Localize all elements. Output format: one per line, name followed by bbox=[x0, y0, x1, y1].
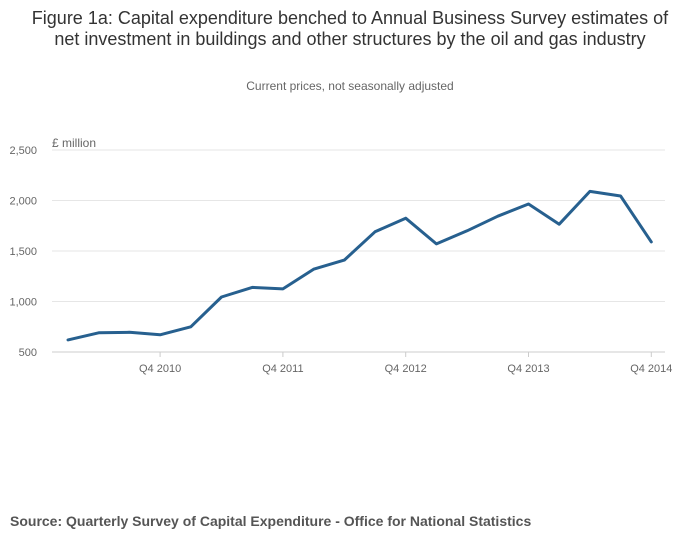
data-point[interactable] bbox=[525, 200, 533, 208]
x-tick-label: Q4 2013 bbox=[507, 363, 549, 375]
y-tick-label: 500 bbox=[19, 347, 37, 359]
data-point[interactable] bbox=[310, 265, 318, 273]
series-line-0 bbox=[66, 189, 653, 342]
x-tick-label: Q4 2012 bbox=[385, 363, 427, 375]
data-point[interactable] bbox=[463, 227, 471, 235]
data-point[interactable] bbox=[218, 293, 226, 301]
x-tick-label: Q4 2011 bbox=[262, 363, 303, 375]
data-point[interactable] bbox=[187, 323, 195, 331]
chart-subtitle: Current prices, not seasonally adjusted bbox=[246, 79, 454, 93]
data-point[interactable] bbox=[64, 336, 72, 344]
data-point[interactable] bbox=[647, 238, 655, 246]
data-point[interactable] bbox=[432, 240, 440, 248]
x-tick-label: Q4 2014 bbox=[630, 363, 672, 375]
source-note: Source: Quarterly Survey of Capital Expe… bbox=[10, 513, 532, 529]
data-point[interactable] bbox=[340, 256, 348, 264]
y-axis-unit-label: £ million bbox=[52, 136, 96, 150]
data-point[interactable] bbox=[125, 328, 133, 336]
data-point[interactable] bbox=[555, 220, 563, 228]
x-tick-label: Q4 2010 bbox=[139, 363, 181, 375]
data-point[interactable] bbox=[371, 228, 379, 236]
axes: 500 1,000 1,500 2,000 2,500 Q4 2010 Q4 2011 Q4 … bbox=[9, 145, 672, 375]
data-point[interactable] bbox=[95, 329, 103, 337]
y-tick-label: 2,000 bbox=[9, 196, 37, 208]
data-point[interactable] bbox=[617, 192, 625, 200]
data-point[interactable] bbox=[494, 212, 502, 220]
y-tick-label: 2,500 bbox=[9, 145, 37, 157]
data-point[interactable] bbox=[248, 283, 256, 291]
data-point[interactable] bbox=[402, 214, 410, 222]
y-tick-label: 1,500 bbox=[9, 246, 37, 258]
data-point[interactable] bbox=[586, 187, 594, 195]
y-tick-label: 1,000 bbox=[9, 297, 37, 309]
data-point[interactable] bbox=[156, 331, 164, 339]
series-layer bbox=[64, 187, 655, 344]
data-point[interactable] bbox=[279, 285, 287, 293]
gridlines bbox=[52, 149, 665, 302]
chart-title: Figure 1a: Capital expenditure benched t… bbox=[31, 8, 669, 49]
